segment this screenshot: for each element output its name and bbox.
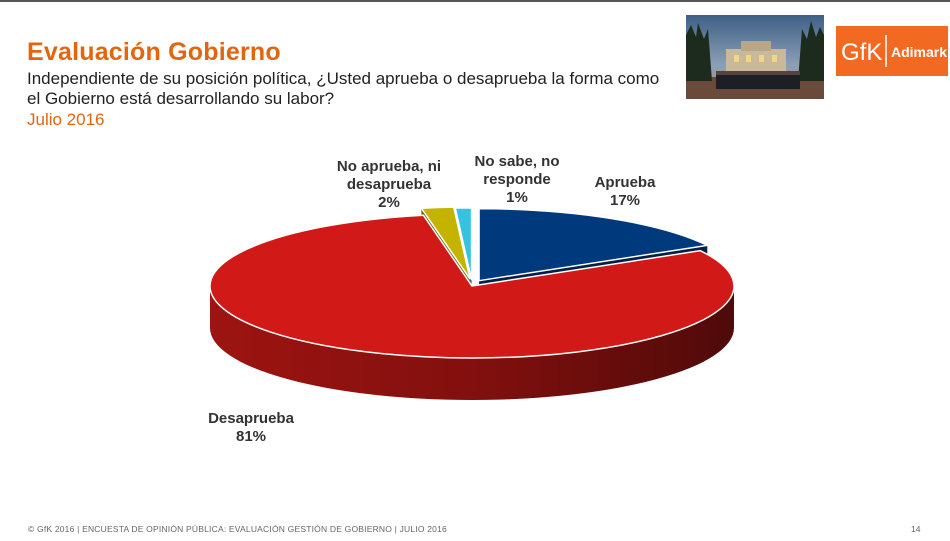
page-number: 14: [911, 524, 921, 534]
top-rule: [0, 0, 950, 2]
government-group-photo: [686, 15, 824, 99]
label-no-sabe-line-1: No sabe, no: [474, 153, 560, 170]
svg-text:Adimark: Adimark: [891, 44, 947, 60]
label-no-sabe-line-2: responde: [483, 171, 551, 188]
survey-question: Independiente de su posición política, ¿…: [27, 69, 660, 108]
pie-slice-2: [420, 206, 471, 280]
label-no-sabe-no-responde: No sabe, no responde 1%: [452, 153, 582, 207]
label-aprueba-line-1: Aprueba: [594, 174, 656, 191]
pie-slice-1: [209, 214, 735, 359]
svg-text:GfK: GfK: [841, 39, 882, 66]
slide-title: Evaluación Gobierno: [27, 38, 281, 66]
pie-slice-3: [454, 207, 473, 281]
survey-date: Julio 2016: [27, 110, 105, 129]
pie-slice-side-1: [210, 286, 734, 400]
label-aprueba: Aprueba 17%: [565, 174, 685, 210]
label-desaprueba-value: 81%: [235, 428, 267, 445]
label-desaprueba: Desaprueba 81%: [191, 410, 311, 446]
label-no-aprueba-line-2: desaprueba: [346, 176, 432, 193]
label-no-aprueba-ni-desaprueba: No aprueba, ni desaprueba 2%: [314, 158, 464, 212]
footer-text: © GfK 2016 | ENCUESTA DE OPINIÓN PÚBLICA…: [28, 524, 447, 534]
label-no-aprueba-value: 2%: [378, 194, 400, 211]
label-desaprueba-line-1: Desaprueba: [208, 410, 294, 427]
label-aprueba-value: 17%: [609, 192, 641, 209]
pie-slice-0: [478, 207, 710, 282]
label-no-aprueba-line-1: No aprueba, ni: [336, 158, 442, 175]
label-no-sabe-value: 1%: [506, 189, 528, 206]
gfk-adimark-logo: GfK Adimark: [836, 26, 948, 76]
